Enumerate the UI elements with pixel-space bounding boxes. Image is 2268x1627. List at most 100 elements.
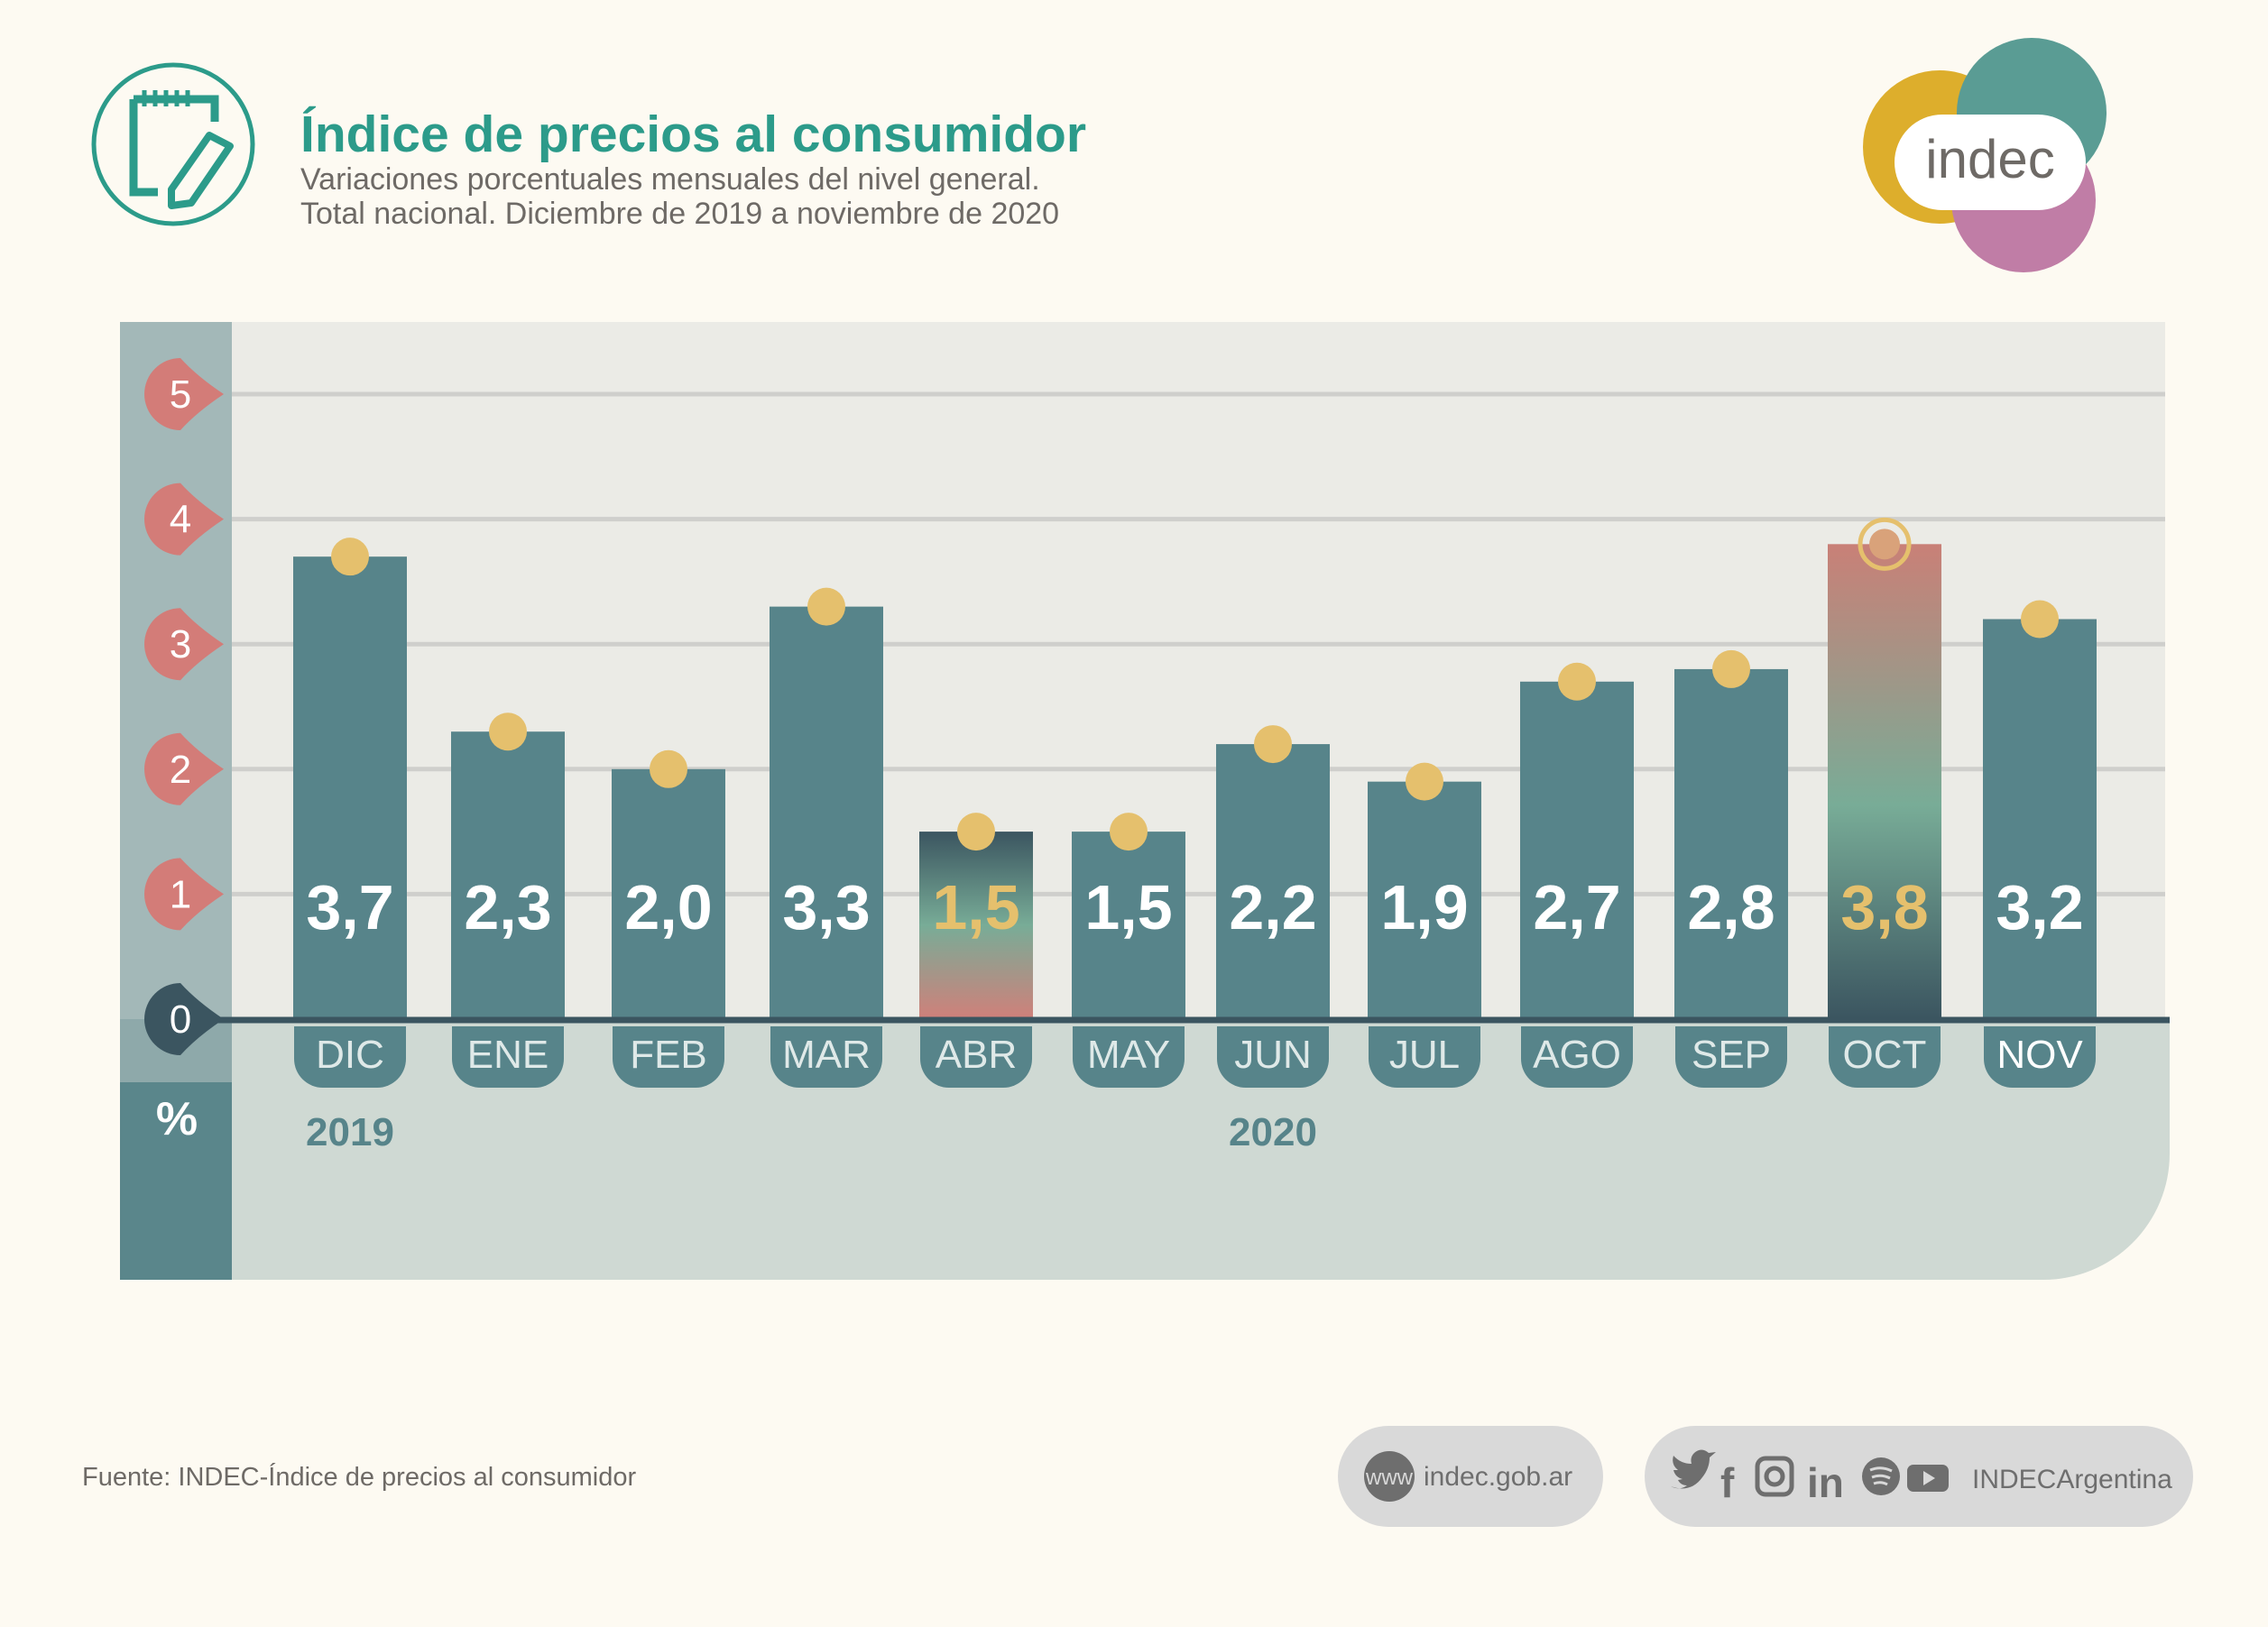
y-tick-4: 4 <box>144 483 224 556</box>
y-tick-marker <box>144 483 224 556</box>
data-point <box>1110 813 1148 851</box>
data-point <box>1558 662 1596 701</box>
spotify-icon <box>1862 1457 1900 1495</box>
x-label-jul: JUL <box>1369 1026 1480 1088</box>
x-label-pill <box>1369 1026 1480 1088</box>
y-tick-0: 0 <box>144 983 224 1055</box>
x-label-pill <box>613 1026 724 1088</box>
y-axis-unit: % <box>156 1093 198 1145</box>
bar-may: 1,5 <box>1072 813 1185 1019</box>
data-label: 1,5 <box>1084 872 1172 942</box>
instagram-icon <box>1755 1456 1794 1497</box>
x-label-text: ENE <box>467 1033 549 1077</box>
x-label-text: ABR <box>936 1033 1017 1077</box>
bar-oct: 3,8 <box>1828 517 1941 1019</box>
subtitle-line-1: Variaciones porcentuales mensuales del n… <box>300 162 1040 197</box>
bar-jul: 1,9 <box>1368 762 1481 1019</box>
y-tick-marker <box>144 983 224 1055</box>
bar-mar: 3,3 <box>770 587 883 1019</box>
facebook-icon: f <box>1720 1459 1735 1506</box>
bar-sep: 2,8 <box>1674 649 1788 1019</box>
twitter-icon <box>1671 1449 1716 1489</box>
bar <box>1828 544 1941 1019</box>
bar <box>770 606 883 1019</box>
bar <box>919 832 1033 1019</box>
source-note: Fuente: INDEC-Índice de precios al consu… <box>82 1462 636 1492</box>
x-label-pill <box>1675 1026 1787 1088</box>
y-tick-3: 3 <box>144 608 224 681</box>
bar-ago: 2,7 <box>1520 662 1634 1019</box>
year-label-2019: 2019 <box>306 1110 394 1154</box>
data-point <box>1254 725 1292 764</box>
x-label-text: JUN <box>1234 1033 1312 1077</box>
x-label-text: MAR <box>782 1033 871 1077</box>
bar <box>612 768 725 1019</box>
x-label-sep: SEP <box>1675 1026 1787 1088</box>
data-point <box>807 587 845 626</box>
bar-abr: 1,5 <box>919 813 1033 1019</box>
data-point <box>1712 649 1750 688</box>
youtube-icon <box>1907 1465 1949 1492</box>
x-label-ago: AGO <box>1521 1026 1633 1088</box>
data-point <box>2021 600 2059 639</box>
data-point <box>650 749 687 788</box>
x-label-pill <box>1521 1026 1633 1088</box>
x-label-pill <box>770 1026 882 1088</box>
x-label-text: NOV <box>1996 1033 2083 1077</box>
x-label-text: DIC <box>316 1033 384 1077</box>
bar <box>1983 619 2097 1019</box>
y-tick-label: 1 <box>170 872 191 916</box>
svg-text:INDECArgentina: INDECArgentina <box>1972 1465 2172 1494</box>
bars: 3,7 2,3 2,0 3,3 1,5 1,5 2,2 1,9 2,7 2,8 3,8 3,2 <box>293 517 2097 1019</box>
data-label: 1,9 <box>1380 872 1468 942</box>
svg-text:indec.gob.ar: indec.gob.ar <box>1424 1462 1572 1492</box>
data-label: 2,2 <box>1229 872 1316 942</box>
y-tick-marker <box>144 858 224 931</box>
website-link[interactable]: www indec.gob.ar <box>1338 1426 1603 1527</box>
x-label-oct: OCT <box>1829 1026 1941 1088</box>
y-tick-2: 2 <box>144 732 224 805</box>
x-label-jun: JUN <box>1217 1026 1329 1088</box>
bar-jun: 2,2 <box>1216 725 1330 1019</box>
y-tick-label: 0 <box>170 997 191 1042</box>
x-label-text: MAY <box>1087 1033 1170 1077</box>
data-label: 3,3 <box>782 872 870 942</box>
data-point <box>1869 529 1900 560</box>
bar <box>451 731 565 1019</box>
data-point <box>489 712 527 751</box>
data-point <box>1406 762 1443 801</box>
data-label: 2,0 <box>624 872 712 942</box>
linkedin-icon: in <box>1807 1459 1844 1506</box>
x-label-feb: FEB <box>613 1026 724 1088</box>
y-tick-marker <box>144 732 224 805</box>
x-label-ene: ENE <box>452 1026 564 1088</box>
bar <box>1216 744 1330 1019</box>
svg-text:www: www <box>1365 1466 1414 1490</box>
subtitle-line-2: Total nacional. Diciembre de 2019 a novi… <box>300 197 1059 231</box>
x-label-text: AGO <box>1533 1033 1621 1077</box>
data-point-ring <box>1858 517 1912 571</box>
y-tick-5: 5 <box>144 358 224 430</box>
data-point <box>957 813 995 851</box>
x-label-text: OCT <box>1843 1033 1927 1077</box>
bar-feb: 2,0 <box>612 749 725 1019</box>
bar <box>1368 781 1481 1019</box>
x-label-text: FEB <box>630 1033 707 1077</box>
social-links[interactable]: f in INDECArgentina <box>1645 1426 2193 1527</box>
bar-dic: 3,7 <box>293 538 407 1019</box>
y-tick-label: 3 <box>170 622 191 666</box>
x-label-abr: ABR <box>920 1026 1032 1088</box>
bar <box>1072 832 1185 1019</box>
bar-ene: 2,3 <box>451 712 565 1019</box>
bar <box>1674 668 1788 1019</box>
www-icon <box>1364 1451 1415 1502</box>
x-label-pill <box>452 1026 564 1088</box>
x-label-pill <box>1829 1026 1941 1088</box>
x-label-mar: MAR <box>770 1026 882 1088</box>
y-tick-label: 4 <box>170 498 191 542</box>
data-label: 3,2 <box>1996 872 2083 942</box>
x-label-pill <box>1073 1026 1185 1088</box>
x-label-pill <box>294 1026 406 1088</box>
data-point <box>331 538 369 576</box>
